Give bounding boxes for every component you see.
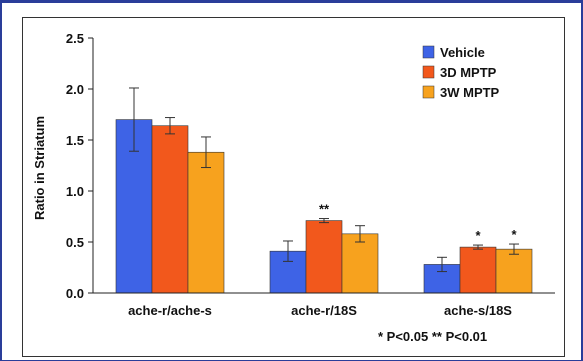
category-label: ache-s/18S: [444, 303, 512, 318]
bar-3w-mptp: [495, 248, 533, 294]
legend-swatch: [422, 45, 435, 59]
bar-3w-mptp: [341, 233, 379, 294]
y-tick-label: 2.0: [66, 82, 84, 97]
significance-marker: *: [475, 228, 481, 243]
y-tick-label: 1.0: [66, 184, 84, 199]
y-tick-label: 0.0: [66, 286, 84, 301]
significance-marker: *: [511, 227, 517, 242]
category-label: ache-r/ache-s: [128, 303, 212, 318]
legend-label: 3D MPTP: [440, 65, 497, 80]
chart-panel: Ratio in Striatum * P<0.05 ** P<0.01 0.0…: [22, 17, 565, 357]
y-axis-title: Ratio in Striatum: [32, 116, 47, 220]
y-tick-label: 0.5: [66, 235, 84, 250]
legend-swatch: [422, 85, 435, 99]
bar-3d-mptp: [151, 125, 189, 294]
bar-3d-mptp: [305, 220, 343, 294]
bar-chart: Ratio in Striatum * P<0.05 ** P<0.01 0.0…: [32, 31, 555, 344]
legend-swatch: [422, 65, 435, 79]
legend-label: Vehicle: [440, 45, 485, 60]
significance-marker: **: [319, 202, 330, 217]
bar-3d-mptp: [459, 246, 497, 294]
category-label: ache-r/18S: [291, 303, 357, 318]
legend-label: 3W MPTP: [440, 85, 500, 100]
y-tick-label: 2.5: [66, 31, 84, 46]
significance-footnote: * P<0.05 ** P<0.01: [378, 329, 487, 344]
bar-3w-mptp: [187, 151, 225, 294]
y-tick-label: 1.5: [66, 133, 84, 148]
